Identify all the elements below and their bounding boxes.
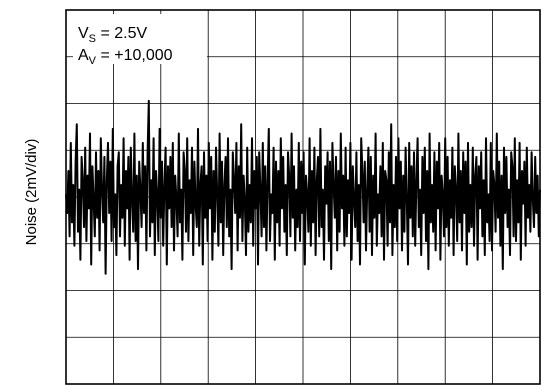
annotation-av: AV = +10,000 (78, 47, 173, 67)
annotation-vs: VS = 2.5V (78, 25, 147, 45)
y-axis-label: Noise (2mV/div) (23, 139, 40, 246)
annotation-box: VS = 2.5V AV = +10,000 (73, 14, 207, 67)
noise-trace (65, 99, 541, 275)
